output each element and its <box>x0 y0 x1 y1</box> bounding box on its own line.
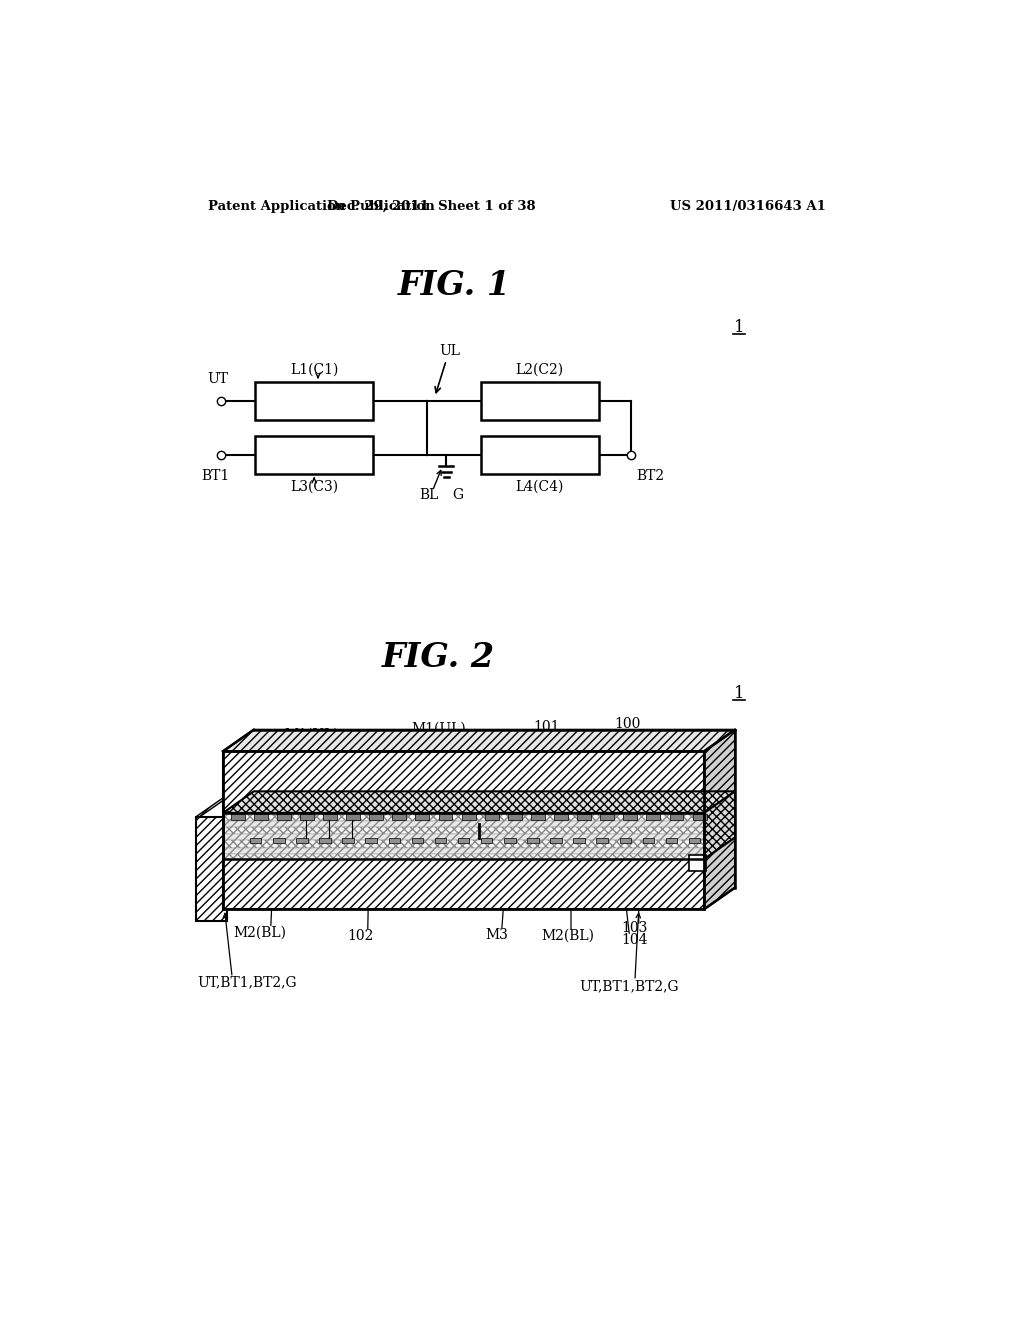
Text: 102: 102 <box>347 929 373 942</box>
Text: M1(UL): M1(UL) <box>284 727 339 742</box>
Bar <box>342 837 354 843</box>
Bar <box>392 814 407 820</box>
Text: 101: 101 <box>534 719 559 734</box>
Bar <box>196 817 226 921</box>
Bar <box>223 859 705 909</box>
Bar <box>370 814 383 820</box>
Bar <box>250 837 261 843</box>
Polygon shape <box>705 837 735 909</box>
Bar <box>296 837 307 843</box>
Bar <box>624 814 637 820</box>
Text: 103: 103 <box>622 921 648 936</box>
Text: FIG. 2: FIG. 2 <box>382 642 496 673</box>
Polygon shape <box>705 730 735 813</box>
Polygon shape <box>223 792 735 813</box>
Text: M1(UL): M1(UL) <box>412 721 466 735</box>
Text: UT,BT1,BT2,G: UT,BT1,BT2,G <box>580 979 679 993</box>
Bar <box>254 814 267 820</box>
Bar <box>438 814 453 820</box>
Bar <box>620 837 631 843</box>
Bar <box>319 837 331 843</box>
Bar <box>223 751 705 909</box>
Bar <box>223 854 705 859</box>
Bar <box>412 837 423 843</box>
Text: BL: BL <box>420 488 439 502</box>
Bar <box>481 436 599 474</box>
Bar <box>689 837 700 843</box>
Text: FIG. 1: FIG. 1 <box>397 269 511 302</box>
Text: Patent Application Publication: Patent Application Publication <box>208 199 434 213</box>
Bar <box>273 837 285 843</box>
Bar <box>223 813 705 821</box>
Text: 1: 1 <box>733 319 744 337</box>
Bar <box>323 814 337 820</box>
Text: M2(BL): M2(BL) <box>233 925 287 940</box>
Bar <box>550 837 562 843</box>
Text: BT2: BT2 <box>636 470 665 483</box>
Bar <box>600 814 614 820</box>
Bar <box>435 837 446 843</box>
Text: M3: M3 <box>485 928 508 941</box>
Bar <box>527 837 539 843</box>
Text: L3(C3): L3(C3) <box>290 479 338 494</box>
Bar <box>596 837 608 843</box>
Bar <box>578 814 591 820</box>
Bar <box>276 814 291 820</box>
Text: L2(C2): L2(C2) <box>516 363 564 376</box>
Bar <box>646 814 660 820</box>
Bar <box>223 847 705 854</box>
Text: 100: 100 <box>614 717 640 731</box>
Polygon shape <box>705 792 735 859</box>
Bar <box>554 814 568 820</box>
Bar <box>531 814 545 820</box>
Text: UT,BT1,BT2,G: UT,BT1,BT2,G <box>198 975 297 989</box>
Bar <box>223 813 705 859</box>
Bar <box>462 814 475 820</box>
Bar <box>670 814 683 820</box>
Text: UT: UT <box>207 372 228 387</box>
Polygon shape <box>223 730 735 751</box>
Bar <box>508 814 521 820</box>
Bar <box>223 751 705 813</box>
Text: 104: 104 <box>622 933 648 946</box>
Bar <box>689 855 706 871</box>
Bar <box>573 837 585 843</box>
Bar <box>692 814 707 820</box>
Bar <box>300 814 313 820</box>
Bar <box>255 436 373 474</box>
Text: M2(BL): M2(BL) <box>542 929 594 942</box>
Bar <box>346 814 360 820</box>
Text: Dec. 29, 2011  Sheet 1 of 38: Dec. 29, 2011 Sheet 1 of 38 <box>327 199 536 213</box>
Text: 1: 1 <box>733 685 744 702</box>
Bar <box>223 826 705 834</box>
Text: L1(C1): L1(C1) <box>290 363 338 376</box>
Bar <box>481 381 599 420</box>
Bar <box>666 837 677 843</box>
Bar <box>366 837 377 843</box>
Bar <box>223 840 705 847</box>
Bar <box>230 814 245 820</box>
Bar <box>223 834 705 840</box>
Bar <box>643 837 654 843</box>
Bar <box>255 381 373 420</box>
Text: G: G <box>453 488 464 502</box>
Text: UL: UL <box>439 345 461 358</box>
Text: BT1: BT1 <box>201 470 229 483</box>
Bar <box>416 814 429 820</box>
Bar <box>458 837 469 843</box>
Text: US 2011/0316643 A1: US 2011/0316643 A1 <box>670 199 825 213</box>
Bar <box>388 837 400 843</box>
Bar <box>481 837 493 843</box>
Bar <box>484 814 499 820</box>
Polygon shape <box>196 795 230 817</box>
Text: L4(C4): L4(C4) <box>516 479 564 494</box>
Bar <box>223 821 705 826</box>
Bar <box>504 837 515 843</box>
